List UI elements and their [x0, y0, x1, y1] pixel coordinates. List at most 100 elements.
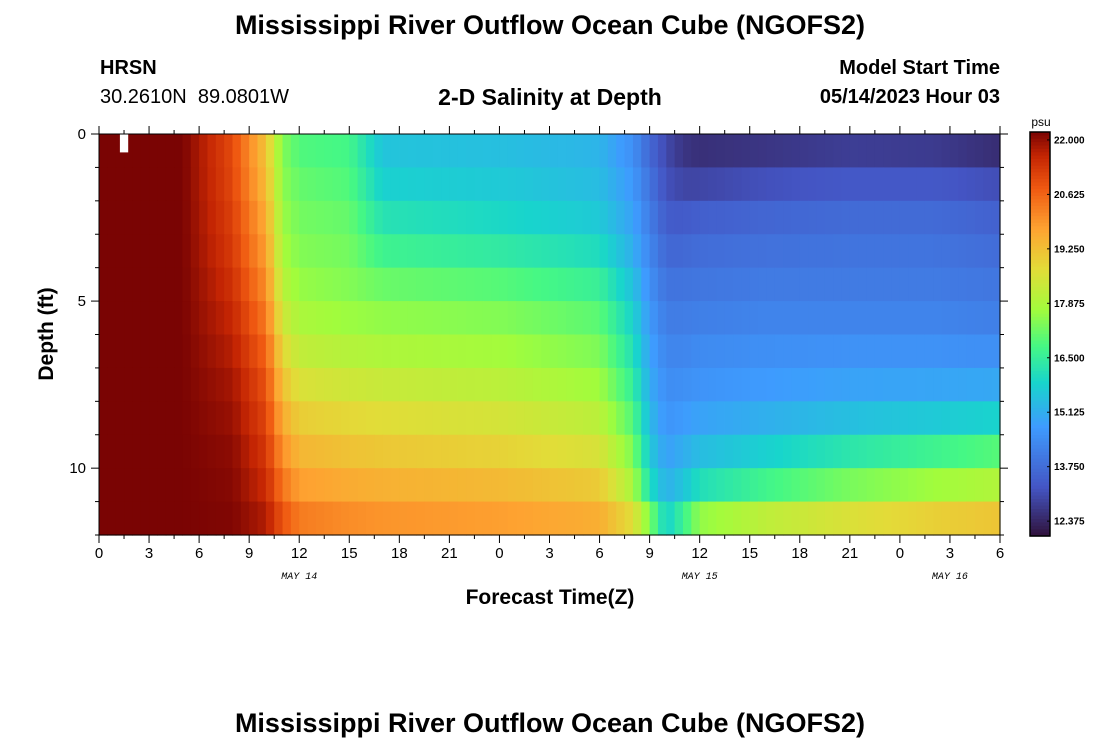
heat-cell — [991, 401, 1001, 436]
heat-cell — [949, 434, 959, 469]
heat-cell — [140, 301, 150, 336]
heat-cell — [107, 234, 117, 269]
heat-cell — [182, 334, 192, 369]
heat-cell — [624, 367, 634, 402]
heat-cell — [149, 334, 158, 369]
heat-cell — [741, 234, 751, 269]
x-tick-label: 9 — [645, 545, 653, 562]
heat-cell — [332, 367, 342, 402]
heat-cell — [758, 501, 767, 536]
y-tick-label: 0 — [78, 126, 86, 143]
heat-cell — [774, 401, 784, 436]
y-axis-label: Depth (ft) — [35, 287, 58, 380]
heat-cell — [182, 134, 192, 169]
heat-cell — [491, 401, 501, 436]
colorbar-step — [1030, 461, 1050, 466]
heat-cell — [749, 401, 759, 436]
heat-cell — [282, 401, 292, 436]
heat-cell — [557, 301, 567, 336]
heat-cell — [724, 200, 734, 235]
heat-cell — [190, 267, 200, 302]
heat-cell — [132, 267, 142, 302]
heat-cell — [357, 501, 367, 536]
heat-cell — [224, 301, 234, 336]
heat-cell — [858, 468, 868, 503]
heat-cell — [849, 134, 859, 169]
heat-cell — [249, 134, 259, 169]
heat-cell — [691, 401, 701, 436]
x-tick-label: 6 — [595, 545, 603, 562]
x-tick-label: 3 — [145, 545, 153, 562]
heat-cell — [474, 267, 484, 302]
heat-cell — [574, 501, 584, 536]
heat-cell — [908, 200, 918, 235]
colorbar-label: 15.125 — [1054, 408, 1085, 419]
chart-subtitle: 2-D Salinity at Depth — [438, 84, 662, 110]
heat-cell — [549, 401, 559, 436]
heat-cell — [107, 134, 117, 169]
heat-cell — [674, 234, 684, 269]
heat-cell — [507, 134, 517, 169]
heat-cell — [516, 501, 526, 536]
heat-cell — [315, 401, 325, 436]
colorbar-step — [1030, 169, 1050, 173]
heat-cell — [457, 468, 467, 503]
heat-cell — [149, 167, 158, 202]
x-tick-label: 6 — [195, 545, 203, 562]
heat-cell — [783, 134, 793, 169]
heat-cell — [516, 267, 526, 302]
heat-cell — [974, 167, 984, 202]
heat-cell — [958, 301, 968, 336]
heat-cell — [390, 200, 400, 235]
colorbar-label: 16.500 — [1054, 353, 1085, 364]
heat-cell — [682, 501, 692, 536]
colorbar-step — [1030, 310, 1050, 315]
heat-cell — [824, 501, 834, 536]
heat-cell — [632, 334, 642, 369]
heat-cell — [632, 134, 642, 169]
heat-cell — [874, 367, 884, 402]
heat-cell — [691, 301, 701, 336]
heat-cell — [324, 367, 334, 402]
heat-cell — [149, 468, 158, 503]
heat-cell — [791, 234, 801, 269]
heat-cell — [566, 234, 576, 269]
heat-cell — [883, 334, 893, 369]
heat-cell — [232, 401, 242, 436]
heat-cell — [949, 501, 959, 536]
heat-cell — [424, 501, 434, 536]
heat-cell — [607, 468, 617, 503]
heat-cell — [332, 501, 342, 536]
heat-cell — [99, 434, 108, 469]
heat-cell — [240, 501, 250, 536]
heat-cell — [299, 501, 309, 536]
colorbar-step — [1030, 334, 1050, 338]
heat-cell — [783, 468, 793, 503]
heat-cell — [265, 367, 275, 402]
heat-cell — [566, 167, 576, 202]
heat-cell — [416, 267, 425, 302]
heat-cell — [616, 267, 626, 302]
heat-cell — [632, 301, 642, 336]
heat-cell — [616, 200, 626, 235]
heat-cell — [582, 334, 592, 369]
heat-cell — [190, 301, 200, 336]
heat-cell — [599, 234, 609, 269]
heat-cell — [724, 334, 734, 369]
heat-cell — [149, 367, 158, 402]
colorbar-step — [1030, 364, 1050, 369]
heat-cell — [115, 334, 125, 369]
heat-cell — [349, 167, 359, 202]
heat-cell — [407, 367, 417, 402]
heat-cell — [682, 267, 692, 302]
heat-cell — [899, 468, 909, 503]
heat-cell — [365, 334, 375, 369]
heat-cell — [541, 434, 551, 469]
heat-cell — [215, 200, 225, 235]
heat-cell — [833, 468, 843, 503]
heat-cell — [491, 334, 501, 369]
heat-cell — [924, 367, 934, 402]
heat-cell — [783, 401, 793, 436]
heat-cell — [140, 167, 150, 202]
heat-cell — [407, 334, 417, 369]
